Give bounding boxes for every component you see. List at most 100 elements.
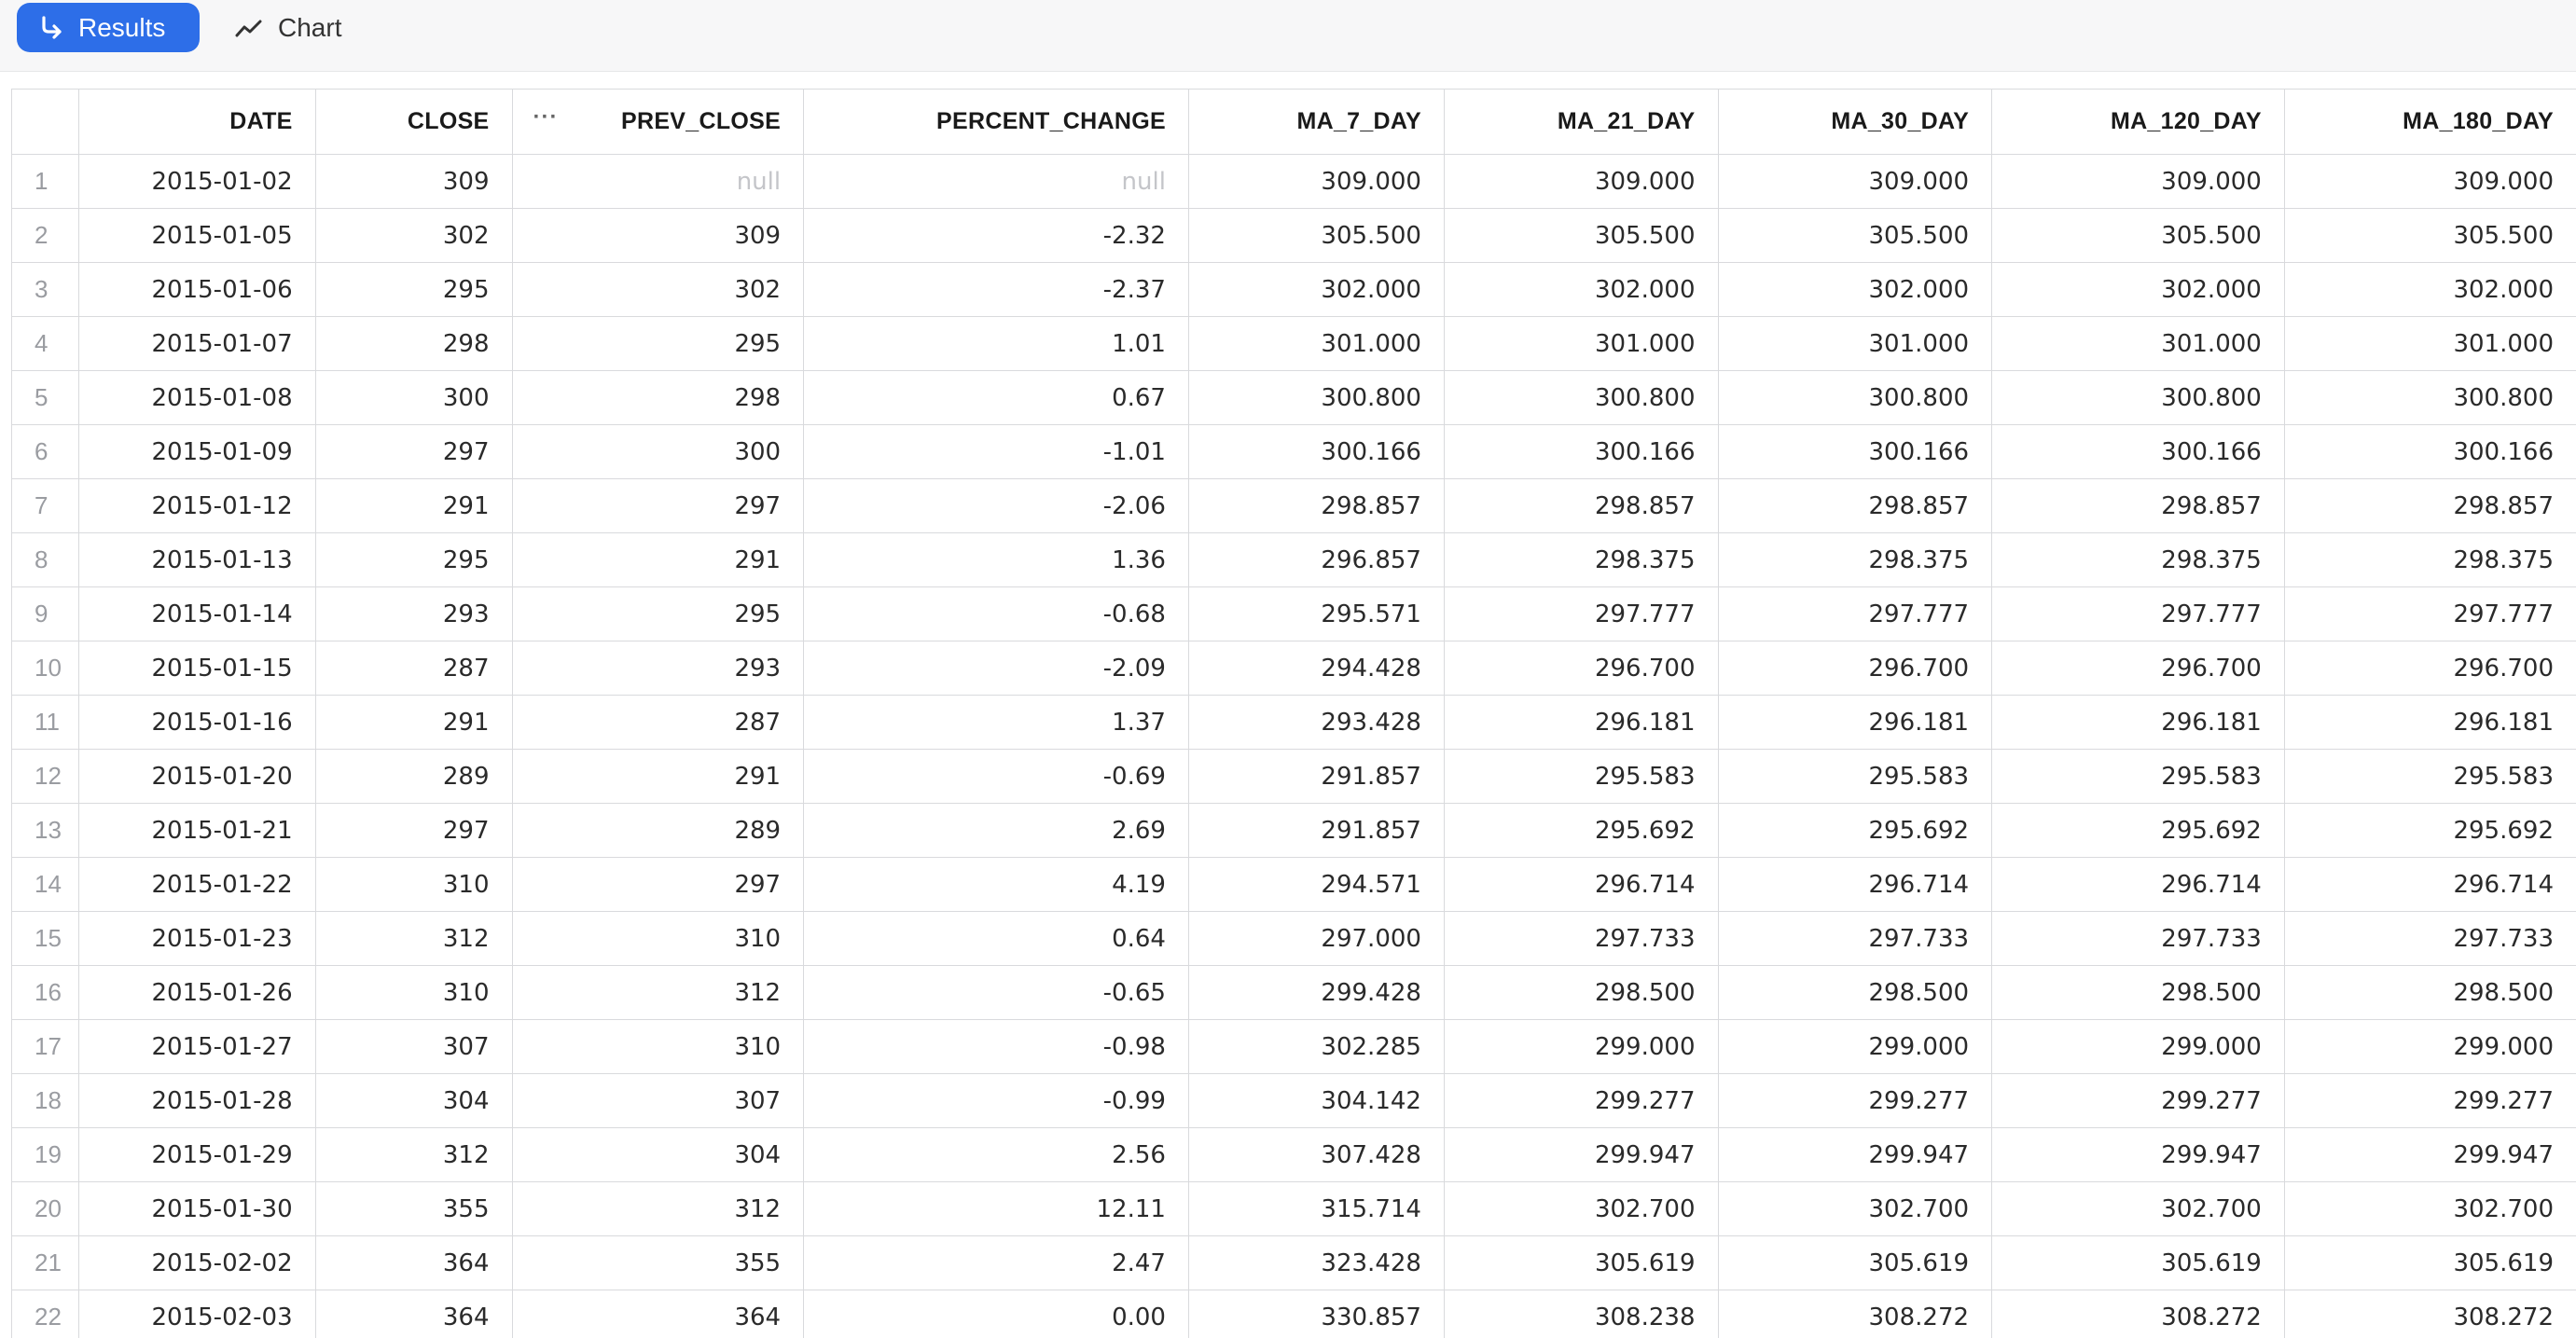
- table-cell[interactable]: 291: [315, 479, 512, 533]
- table-cell[interactable]: 2015-02-02: [79, 1236, 316, 1290]
- table-cell[interactable]: 305.500: [2284, 209, 2576, 263]
- table-cell[interactable]: 355: [315, 1182, 512, 1236]
- table-cell[interactable]: 309: [512, 209, 804, 263]
- table-cell[interactable]: 298.857: [1992, 479, 2285, 533]
- table-cell[interactable]: 297.733: [1992, 912, 2285, 966]
- table-cell[interactable]: 2015-01-12: [79, 479, 316, 533]
- table-cell[interactable]: -2.06: [804, 479, 1189, 533]
- table-cell[interactable]: 302.000: [1992, 263, 2285, 317]
- table-cell[interactable]: 4.19: [804, 858, 1189, 912]
- table-cell[interactable]: 291.857: [1188, 804, 1444, 858]
- table-cell[interactable]: 312: [315, 1128, 512, 1182]
- table-cell[interactable]: 304: [512, 1128, 804, 1182]
- table-cell[interactable]: 297.733: [1718, 912, 1992, 966]
- column-header-prev-close[interactable]: ···PREV_CLOSE: [512, 90, 804, 155]
- table-cell[interactable]: 2015-01-21: [79, 804, 316, 858]
- table-cell[interactable]: 0.00: [804, 1290, 1189, 1338]
- table-cell[interactable]: 300.800: [1188, 371, 1444, 425]
- table-cell[interactable]: 301.000: [1444, 317, 1718, 371]
- table-cell[interactable]: 300.800: [1992, 371, 2285, 425]
- table-cell[interactable]: 0.67: [804, 371, 1189, 425]
- column-header-ma-180-day[interactable]: MA_180_DAY: [2284, 90, 2576, 155]
- table-cell[interactable]: 297.000: [1188, 912, 1444, 966]
- table-cell[interactable]: 2015-01-30: [79, 1182, 316, 1236]
- table-cell[interactable]: 297: [512, 858, 804, 912]
- table-cell[interactable]: 2015-01-05: [79, 209, 316, 263]
- table-cell[interactable]: 307.428: [1188, 1128, 1444, 1182]
- table-cell[interactable]: 299.277: [1444, 1074, 1718, 1128]
- table-cell[interactable]: 305.500: [1444, 209, 1718, 263]
- table-cell[interactable]: -1.01: [804, 425, 1189, 479]
- table-cell[interactable]: 330.857: [1188, 1290, 1444, 1338]
- table-cell[interactable]: 2015-01-20: [79, 750, 316, 804]
- table-cell[interactable]: 295.692: [1718, 804, 1992, 858]
- table-cell[interactable]: -2.32: [804, 209, 1189, 263]
- table-cell[interactable]: 295.583: [1992, 750, 2285, 804]
- table-cell[interactable]: 296.181: [1992, 696, 2285, 750]
- table-cell[interactable]: 293: [315, 587, 512, 641]
- table-cell[interactable]: 302.000: [1188, 263, 1444, 317]
- table-cell[interactable]: 289: [512, 804, 804, 858]
- table-cell[interactable]: 291: [512, 750, 804, 804]
- table-cell[interactable]: 299.000: [1444, 1020, 1718, 1074]
- table-cell[interactable]: 299.947: [1718, 1128, 1992, 1182]
- table-cell[interactable]: 296.857: [1188, 533, 1444, 587]
- table-cell[interactable]: 309.000: [1188, 155, 1444, 209]
- table-cell[interactable]: 298.500: [1718, 966, 1992, 1020]
- table-cell[interactable]: 308.272: [2284, 1290, 2576, 1338]
- column-header-percent-change[interactable]: PERCENT_CHANGE: [804, 90, 1189, 155]
- table-cell[interactable]: 305.500: [1992, 209, 2285, 263]
- table-cell[interactable]: 300.166: [2284, 425, 2576, 479]
- table-cell[interactable]: 364: [315, 1290, 512, 1338]
- table-cell[interactable]: 299.277: [1718, 1074, 1992, 1128]
- table-cell[interactable]: 307: [315, 1020, 512, 1074]
- table-cell[interactable]: 295.692: [2284, 804, 2576, 858]
- table-cell[interactable]: 296.700: [1444, 641, 1718, 696]
- table-cell[interactable]: 12.11: [804, 1182, 1189, 1236]
- table-cell[interactable]: 296.181: [1444, 696, 1718, 750]
- table-cell[interactable]: 297.777: [1992, 587, 2285, 641]
- table-cell[interactable]: 302: [512, 263, 804, 317]
- table-cell[interactable]: 302.000: [1718, 263, 1992, 317]
- table-cell[interactable]: 298.857: [2284, 479, 2576, 533]
- table-cell[interactable]: 309.000: [2284, 155, 2576, 209]
- column-menu-icon[interactable]: ···: [533, 104, 559, 131]
- table-cell[interactable]: 312: [512, 966, 804, 1020]
- table-cell[interactable]: 291.857: [1188, 750, 1444, 804]
- table-cell[interactable]: 310: [512, 1020, 804, 1074]
- table-cell[interactable]: 302: [315, 209, 512, 263]
- table-cell[interactable]: 364: [315, 1236, 512, 1290]
- table-cell[interactable]: 295.583: [1444, 750, 1718, 804]
- table-cell[interactable]: 299.277: [1992, 1074, 2285, 1128]
- table-cell[interactable]: 297.777: [1718, 587, 1992, 641]
- table-cell[interactable]: 287: [512, 696, 804, 750]
- table-cell[interactable]: 296.714: [1444, 858, 1718, 912]
- table-cell[interactable]: 296.700: [1992, 641, 2285, 696]
- table-cell[interactable]: 308.272: [1718, 1290, 1992, 1338]
- column-header-ma-21-day[interactable]: MA_21_DAY: [1444, 90, 1718, 155]
- table-cell[interactable]: 2015-01-14: [79, 587, 316, 641]
- table-cell[interactable]: 2015-01-23: [79, 912, 316, 966]
- table-cell[interactable]: 309: [315, 155, 512, 209]
- table-cell[interactable]: 300.800: [1444, 371, 1718, 425]
- table-cell[interactable]: 296.700: [2284, 641, 2576, 696]
- table-cell[interactable]: 355: [512, 1236, 804, 1290]
- table-cell[interactable]: 295: [512, 587, 804, 641]
- table-cell[interactable]: 298.375: [1992, 533, 2285, 587]
- table-cell[interactable]: 297.733: [2284, 912, 2576, 966]
- table-cell[interactable]: 305.619: [1992, 1236, 2285, 1290]
- table-cell[interactable]: 302.700: [2284, 1182, 2576, 1236]
- table-cell[interactable]: 308.238: [1444, 1290, 1718, 1338]
- table-cell[interactable]: 2015-01-26: [79, 966, 316, 1020]
- table-cell[interactable]: 299.000: [1718, 1020, 1992, 1074]
- table-cell[interactable]: 2015-01-08: [79, 371, 316, 425]
